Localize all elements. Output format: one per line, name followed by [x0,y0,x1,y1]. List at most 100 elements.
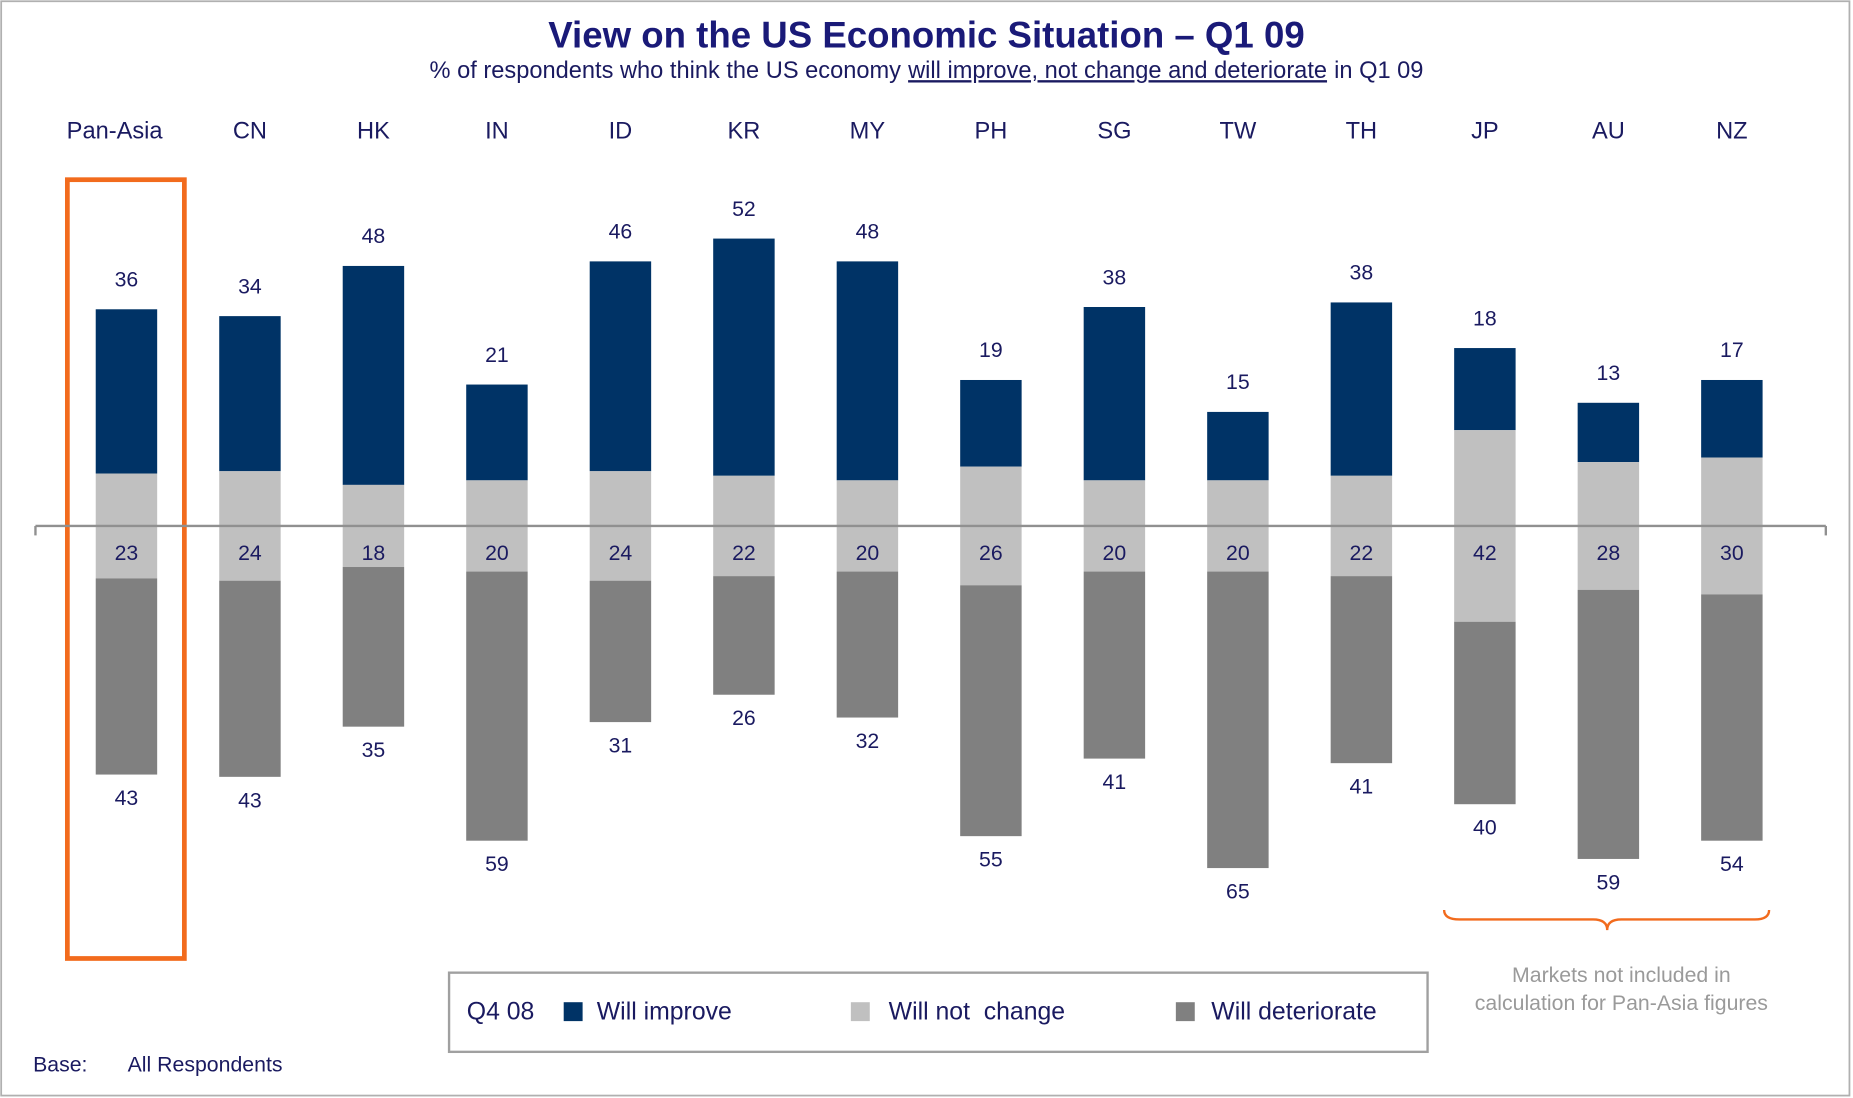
legend-box [447,971,1429,1054]
value-label: 15 [1226,370,1250,394]
legend-label: Will not change [889,998,1065,1025]
value-label: 59 [485,852,509,876]
value-label: 20 [1103,541,1127,565]
value-label: 22 [732,541,756,565]
base-label: Base: [33,1053,87,1077]
chart-subtitle: % of respondents who think the US econom… [430,58,1424,84]
value-label: 54 [1720,852,1744,876]
value-label: 43 [115,786,139,810]
x-tick-label: KR [728,119,761,145]
legend-swatch [850,1002,870,1022]
bar-deteriorate [1330,576,1393,764]
bar-deteriorate [342,567,405,727]
value-label: 28 [1597,541,1621,565]
chart-title: View on the US Economic Situation – Q1 0… [548,15,1304,56]
x-tick-label: PH [974,119,1007,145]
bar-deteriorate [1083,571,1146,759]
value-label: 22 [1350,541,1374,565]
annotation: Markets not included in [1512,963,1731,987]
value-label: 18 [1473,306,1497,330]
bar-deteriorate [1207,571,1269,869]
bar-improve [219,316,281,472]
bar-improve [836,261,899,481]
value-label: 18 [362,541,386,565]
value-label: 31 [609,734,633,758]
bar-improve [1454,348,1516,431]
value-label: 13 [1597,361,1621,385]
bar-deteriorate [219,580,281,777]
value-label: 41 [1103,770,1127,794]
bar-improve [713,238,775,476]
x-tick-label: ID [609,119,633,145]
x-tick-label: IN [485,119,509,145]
legend-label: Will deteriorate [1211,998,1376,1025]
value-label: 24 [609,541,633,565]
x-tick-label: HK [357,119,390,145]
value-label: 30 [1720,541,1744,565]
value-label: 21 [485,343,509,367]
legend-label: Will improve [597,998,732,1025]
bar-improve [95,309,158,474]
bar-deteriorate [1454,621,1516,805]
value-label: 40 [1473,816,1497,840]
x-tick-label: CN [233,119,267,145]
value-label: 26 [979,541,1003,565]
value-label: 24 [238,541,262,565]
x-tick-label: JP [1471,119,1499,145]
bar-deteriorate [836,571,899,718]
value-label: 23 [115,541,139,565]
legend-swatch [1175,1002,1195,1022]
bar-improve [466,384,528,481]
value-label: 48 [362,224,386,248]
bar-deteriorate [1577,589,1640,859]
bar-deteriorate [713,576,775,695]
bar-improve [960,379,1022,467]
value-label: 36 [115,268,139,292]
value-label: 55 [979,848,1003,872]
x-tick-label: SG [1097,119,1131,145]
bar-improve [342,265,405,485]
value-label: 35 [362,738,386,762]
value-label: 65 [1226,880,1250,904]
value-label: 26 [732,706,756,730]
value-label: 38 [1350,261,1374,285]
brace [1442,909,1771,931]
base-text: All Respondents [128,1053,283,1077]
value-label: 52 [732,197,756,221]
x-tick-label: Pan-Asia [67,119,164,145]
highlight-box [64,177,187,961]
value-label: 43 [238,788,262,812]
value-label: 19 [979,338,1003,362]
value-label: 20 [856,541,880,565]
bar-deteriorate [1701,594,1763,841]
value-label: 20 [1226,541,1250,565]
value-label: 42 [1473,541,1497,565]
bar-improve [589,261,652,472]
x-tick-label: AU [1592,119,1625,145]
x-tick-label: TW [1220,119,1257,145]
value-label: 59 [1597,870,1621,894]
annotation: calculation for Pan-Asia figures [1475,991,1768,1015]
bar-deteriorate [466,571,528,841]
value-label: 46 [609,220,633,244]
value-label: 17 [1720,338,1744,362]
x-tick-label: MY [850,119,886,145]
bar-improve [1577,402,1640,463]
subtitle-part: % of respondents who think the US econom… [430,58,902,84]
value-label: 32 [856,729,880,753]
bar-improve [1701,379,1763,458]
value-label: 48 [856,220,880,244]
value-label: 34 [238,274,262,298]
x-tick-label: NZ [1716,119,1748,145]
value-label: 20 [485,541,509,565]
bar-improve [1083,306,1146,481]
legend-title: Q4 08 [467,998,535,1025]
value-label: 38 [1103,265,1127,289]
value-label: 41 [1350,775,1374,799]
subtitle-part: in Q1 09 [1334,58,1423,84]
subtitle-part: will improve, not change and deteriorate [907,58,1327,84]
x-tick-label: TH [1346,119,1378,145]
